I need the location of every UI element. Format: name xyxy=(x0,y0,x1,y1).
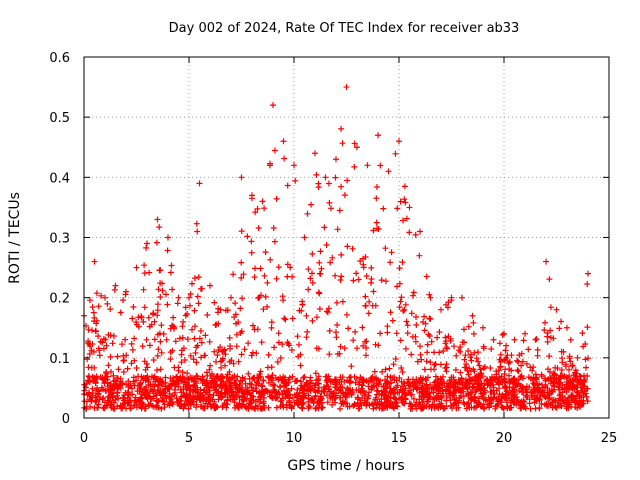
axis-ticks xyxy=(83,56,610,419)
x-tick-labels: 0 5 10 15 20 25 xyxy=(80,431,617,446)
y-tick-label: 0.4 xyxy=(49,171,70,186)
y-tick-label: 0.2 xyxy=(49,292,70,307)
x-tick-label: 5 xyxy=(185,431,193,446)
y-tick-labels: 0 0.1 0.2 0.3 0.4 0.5 0.6 xyxy=(49,51,70,427)
x-tick-label: 20 xyxy=(496,431,513,446)
y-tick-label: 0 xyxy=(62,412,70,427)
roti-point-markers xyxy=(81,84,591,412)
y-tick-label: 0.5 xyxy=(49,111,70,126)
plot-frame xyxy=(83,56,610,419)
x-axis-label: GPS time / hours xyxy=(287,458,404,474)
x-tick-label: 10 xyxy=(286,431,303,446)
y-tick-label: 0.3 xyxy=(49,232,70,247)
y-tick-label: 0.1 xyxy=(49,352,70,367)
x-tick-label: 25 xyxy=(601,431,618,446)
x-tick-label: 0 xyxy=(80,431,88,446)
y-tick-label: 0.6 xyxy=(49,51,70,66)
data-points xyxy=(81,84,591,412)
chart-title: Day 002 of 2024, Rate Of TEC Index for r… xyxy=(169,21,520,36)
y-axis-label: ROTI / TECUs xyxy=(7,192,23,284)
grid-lines xyxy=(84,57,609,418)
x-tick-label: 15 xyxy=(391,431,408,446)
